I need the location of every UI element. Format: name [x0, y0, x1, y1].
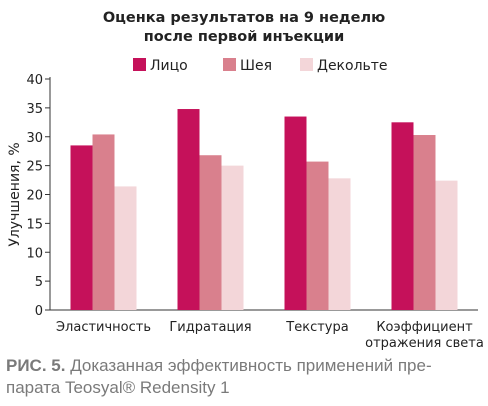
bar [221, 165, 244, 310]
bar [114, 186, 137, 310]
legend-item: Шея [223, 58, 272, 74]
legend-swatch [223, 58, 236, 71]
bar [328, 178, 351, 310]
legend-swatch [300, 58, 313, 71]
chart-title-line: Оценка результатов на 9 неделю [103, 10, 385, 26]
legend-item: Декольте [300, 58, 388, 74]
bar [413, 135, 436, 310]
caption-label: РИС. 5. [6, 356, 66, 375]
chart-legend: Лицо Шея Декольте [133, 58, 388, 74]
chart-title: Оценка результатов на 9 неделю после перв… [103, 10, 385, 45]
bar [70, 145, 93, 310]
legend-swatch [133, 58, 146, 71]
bar [391, 122, 414, 310]
bar [92, 134, 115, 310]
y-tick-label: 35 [26, 102, 43, 117]
legend-label: Лицо [150, 58, 188, 74]
y-tick-label: 15 [26, 217, 43, 232]
bar [177, 109, 200, 310]
legend-label: Шея [240, 58, 272, 74]
figure-caption: РИС. 5. Доказанная эффективность примене… [6, 355, 484, 399]
bar [284, 116, 307, 310]
y-tick-label: 25 [26, 160, 43, 175]
x-tick-labels: Эластичность Гидратация Текстура Коэффициен… [56, 320, 484, 351]
legend-label: Декольте [317, 58, 388, 74]
y-axis-title: Улучшения, % [7, 142, 23, 246]
bar-chart: Оценка результатов на 9 неделю после перв… [7, 10, 484, 351]
chart-bars [70, 109, 458, 310]
y-tick-label: 5 [35, 275, 43, 290]
legend-item: Лицо [133, 58, 188, 74]
bar [435, 180, 458, 310]
x-tick-label: отражения света [365, 336, 484, 351]
x-tick-label: Гидратация [169, 320, 251, 335]
bar [199, 155, 222, 310]
caption-text: Доказанная эффективность применений пре-… [6, 356, 432, 397]
y-tick-label: 0 [35, 304, 43, 319]
bar [306, 161, 329, 310]
y-tick-label: 40 [26, 73, 43, 88]
chart-axes: 0 5 10 15 20 25 30 35 40 Улучшения, % [7, 73, 478, 319]
x-tick-label: Текстура [285, 320, 348, 335]
y-tick-label: 10 [26, 246, 43, 261]
chart: Оценка результатов на 9 неделю после перв… [7, 10, 484, 351]
y-tick-label: 20 [26, 189, 43, 204]
chart-title-line: после первой инъекции [144, 29, 344, 45]
x-tick-label: Эластичность [56, 320, 151, 335]
x-tick-label: Коэффициент [376, 320, 473, 335]
y-tick-label: 30 [26, 131, 43, 146]
